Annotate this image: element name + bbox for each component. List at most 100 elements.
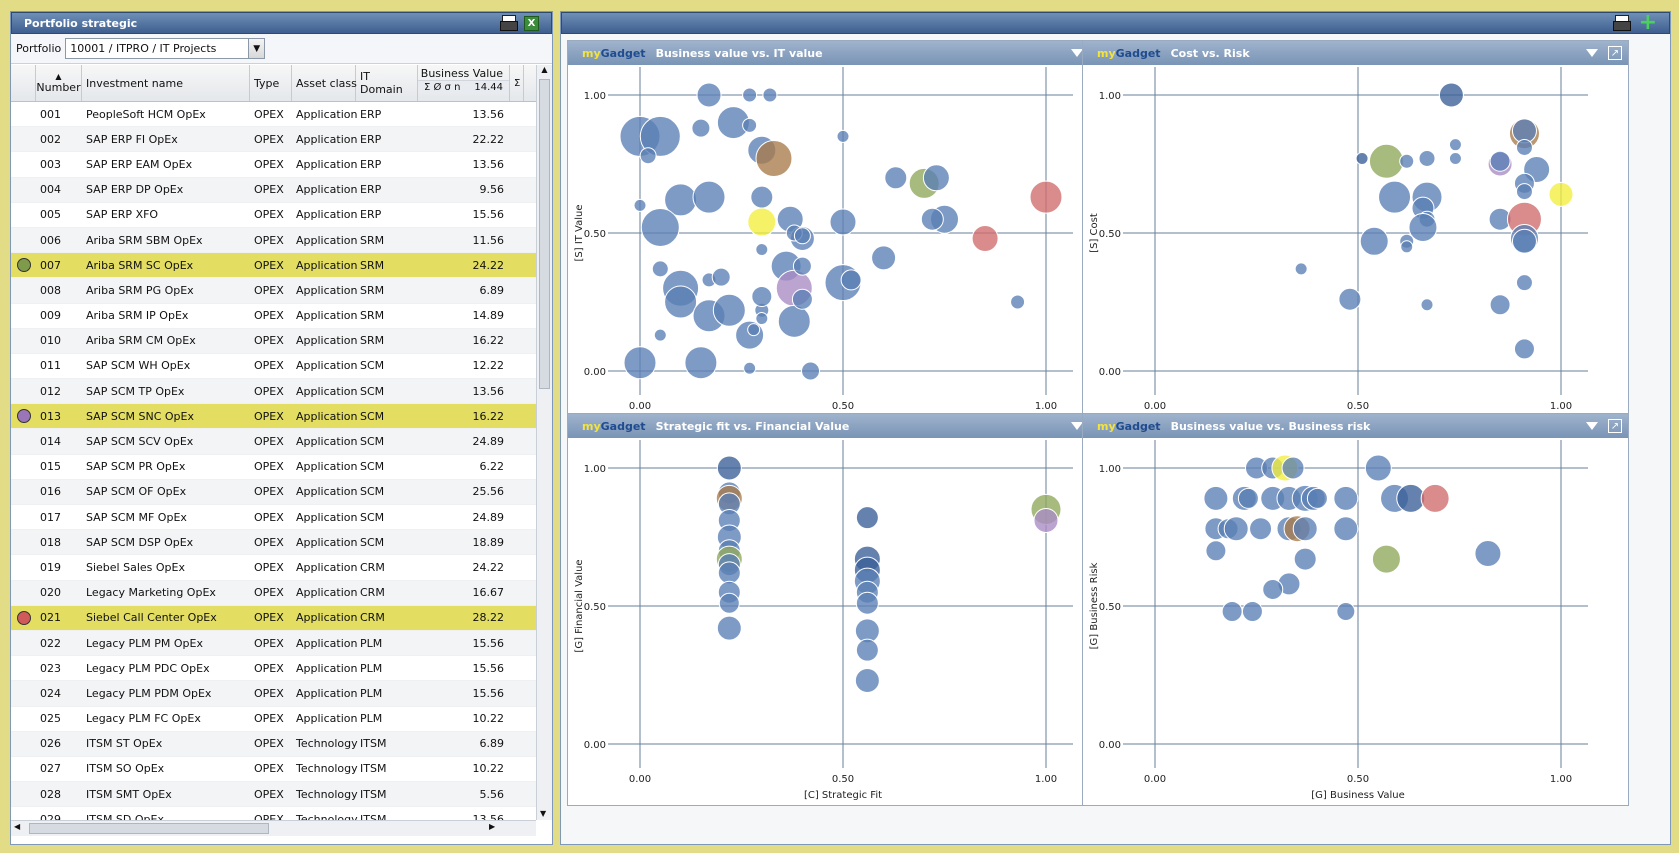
y-tick-label: 0.50 [584,602,606,613]
table-row[interactable]: 014 SAP SCM SCV OpEx OPEX Application SCM 24.… [11,429,536,455]
data-bubble [747,323,761,337]
print-icon[interactable] [500,15,518,31]
table-row[interactable]: 029 ITSM SD OpEx OPEX Technology ITSM 13.56 [11,807,536,820]
cell-business-value: 25.56 [472,485,505,499]
table-row[interactable]: 016 SAP SCM OF OpEx OPEX Application SCM 25.5… [11,479,536,505]
table-row[interactable]: 001 PeopleSoft HCM OpEx OPEX Application ERP… [11,102,536,128]
grid-header: ▲ Number Investment name Type Asset clas… [11,65,536,102]
table-row[interactable]: 006 Ariba SRM SBM OpEx OPEX Application SRM 1… [11,227,536,254]
data-bubble [1241,601,1263,623]
header-it-domain[interactable]: IT Domain [356,65,418,101]
table-row[interactable]: 008 Ariba SRM PG OpEx OPEX Application SRM 6.… [11,278,536,304]
horizontal-scroll-thumb[interactable] [29,823,269,834]
cell-investment-name: SAP SCM OF OpEx [86,485,187,499]
business-value-average: 14.44 [474,82,503,93]
scroll-left-icon[interactable]: ◀ [14,822,21,831]
maximize-icon[interactable]: ↗ [1608,46,1622,60]
scroll-right-icon[interactable]: ▶ [489,822,496,831]
table-row[interactable]: 005 SAP ERP XFO OPEX Application ERP 15.56 [11,203,536,228]
cell-investment-name: SAP SCM WH OpEx [86,359,191,373]
table-row[interactable]: 012 SAP SCM TP OpEx OPEX Application SCM 13.5… [11,379,536,405]
cell-investment-name: Legacy PLM FC OpEx [86,712,201,726]
table-row[interactable]: 004 SAP ERP DP OpEx OPEX Application ERP 9.56 [11,177,536,203]
chevron-down-icon[interactable]: ▼ [248,39,265,58]
table-row[interactable]: 028 ITSM SMT OpEx OPEX Technology ITSM 5.56 [11,782,536,808]
scroll-down-icon[interactable]: ▼ [540,809,547,818]
y-axis-label: [G] Financial Value [574,559,585,652]
dropdown-menu-icon[interactable] [1586,49,1598,57]
table-row[interactable]: 015 SAP SCM PR OpEx OPEX Application SCM 6.22 [11,455,536,480]
table-row[interactable]: 013 SAP SCM SNC OpEx OPEX Application SCM 16.… [11,404,536,430]
cell-business-value: 16.22 [472,409,505,423]
print-icon[interactable] [1612,15,1631,31]
header-asset-class[interactable]: Asset class [292,65,357,101]
gadget-header[interactable]: myGadget Business value vs. Business risk… [1083,414,1628,438]
vertical-scroll-thumb[interactable] [539,79,550,389]
cell-asset-class: Application [296,107,358,121]
data-bubble [1515,274,1533,292]
table-row[interactable]: 017 SAP SCM MF OpEx OPEX Application SCM 24.8… [11,505,536,531]
header-type[interactable]: Type [250,65,292,101]
gadget-header[interactable]: myGadget Strategic fit vs. Financial Valu… [568,414,1113,438]
table-row[interactable]: 024 Legacy PLM PDM OpEx OPEX Application PLM… [11,681,536,707]
data-bubble [633,198,647,212]
vertical-scrollbar[interactable]: ▲ ▼ [536,65,552,820]
cell-number: 007 [40,258,61,272]
data-bubble [623,346,657,380]
table-row[interactable]: 025 Legacy PLM FC OpEx OPEX Application PLM 1… [11,707,536,732]
table-row[interactable]: 026 ITSM ST OpEx OPEX Technology ITSM 6.89 [11,731,536,757]
cell-investment-name: SAP ERP XFO [86,208,159,222]
cell-type: OPEX [254,535,284,549]
data-bubble [1396,483,1426,513]
data-bubble [1355,151,1369,165]
highlight-marker-icon [16,258,31,273]
header-investment-name[interactable]: Investment name [82,65,250,101]
cell-number: 002 [40,132,61,146]
portfolio-selector-row: Portfolio 10001 / ITPRO / IT Projects ▼ [11,34,552,64]
maximize-icon[interactable]: ↗ [1608,419,1622,433]
table-row[interactable]: 019 Siebel Sales OpEx OPEX Application CRM 24… [11,555,536,581]
table-row[interactable]: 018 SAP SCM DSP OpEx OPEX Application SCM 18.… [11,530,536,556]
y-tick-label: 0.50 [584,229,606,240]
header-extra[interactable]: Σ [510,65,524,101]
data-bubble [1418,149,1436,167]
cell-number: 029 [40,812,61,820]
table-row[interactable]: 027 ITSM SO OpEx OPEX Technology ITSM 10.22 [11,757,536,783]
portfolio-select[interactable]: 10001 / ITPRO / IT Projects ▼ [65,38,266,59]
table-row[interactable]: 011 SAP SCM WH OpEx OPEX Application SCM 12.2… [11,354,536,380]
table-row[interactable]: 021 Siebel Call Center OpEx OPEX Applicatio… [11,605,536,631]
dropdown-menu-icon[interactable] [1071,422,1083,430]
table-row[interactable]: 007 Ariba SRM SC OpEx OPEX Application SRM 24… [11,253,536,279]
scroll-up-icon[interactable]: ▲ [541,65,548,74]
table-row[interactable]: 010 Ariba SRM CM OpEx OPEX Application SRM 16… [11,328,536,354]
cell-it-domain: SRM [360,258,385,272]
header-number[interactable]: ▲ Number [36,65,82,101]
data-bubble [1336,602,1356,622]
excel-export-icon[interactable]: X [524,15,539,31]
dropdown-menu-icon[interactable] [1071,49,1083,57]
cell-business-value: 11.56 [472,233,505,247]
cell-number: 014 [40,435,61,449]
table-row[interactable]: 020 Legacy Marketing OpEx OPEX Application C… [11,580,536,606]
dropdown-menu-icon[interactable] [1586,422,1598,430]
header-business-value[interactable]: Business Value Σ Ø σ n 14.44 [418,65,510,101]
gadget-title: myGadget Business value vs. IT value [582,47,823,60]
cell-number: 016 [40,485,61,499]
add-gadget-icon[interactable]: + [1638,10,1657,35]
table-row[interactable]: 002 SAP ERP FI OpEx OPEX Application ERP 22.2… [11,127,536,153]
horizontal-scrollbar[interactable]: ◀ ▶ [11,820,536,836]
cell-number: 008 [40,283,61,297]
y-tick-label: 0.50 [1099,602,1121,613]
table-row[interactable]: 023 Legacy PLM PDC OpEx OPEX Application PLM… [11,656,536,682]
data-bubble [777,304,811,338]
data-bubble [716,615,742,641]
table-row[interactable]: 009 Ariba SRM IP OpEx OPEX Application SRM 14… [11,304,536,329]
table-row[interactable]: 003 SAP ERP EAM OpEx OPEX Application ERP 13.… [11,152,536,178]
cell-asset-class: Application [296,636,358,650]
gadget-header[interactable]: myGadget Cost vs. Risk ↗ [1083,41,1628,65]
chart-title: Strategic fit vs. Financial Value [655,419,850,433]
table-row[interactable]: 022 Legacy PLM PM OpEx OPEX Application PLM 1… [11,630,536,657]
portfolio-label: Portfolio [16,42,62,55]
